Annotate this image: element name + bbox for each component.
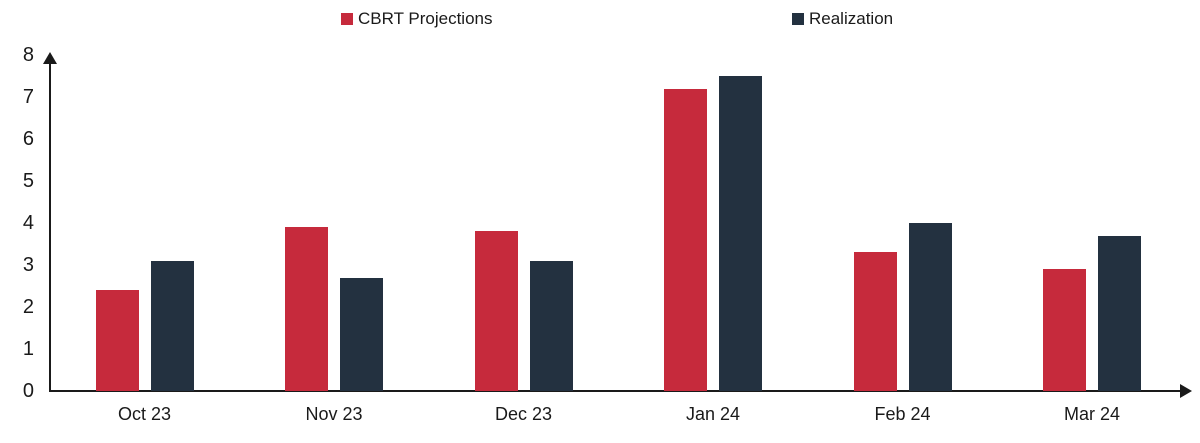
- x-axis-arrow-icon: [1180, 384, 1192, 398]
- bar-realization: [150, 261, 194, 391]
- y-tick-label: 0: [22, 380, 34, 402]
- y-tick-label: 4: [22, 212, 34, 234]
- bar-realization: [340, 278, 383, 391]
- bar-cbrt-projections: [95, 290, 139, 391]
- x-tick-label: Oct 23: [117, 404, 172, 424]
- bar-cbrt-projections: [474, 231, 518, 391]
- legend-label-cbrt-projections: CBRT Projections: [358, 9, 493, 28]
- legend-swatch-realization: [792, 13, 804, 25]
- y-axis-arrow-icon: [43, 52, 57, 64]
- bar-realization: [529, 261, 573, 391]
- y-tick-label: 8: [22, 44, 34, 66]
- x-tick-label: Nov 23: [305, 404, 363, 424]
- x-tick-label: Mar 24: [1063, 404, 1121, 424]
- bar-cbrt-projections: [853, 252, 897, 391]
- y-tick-label: 2: [22, 296, 34, 318]
- x-axis-line: [49, 390, 1184, 392]
- bar-realization: [908, 223, 952, 391]
- y-tick-label: 6: [22, 128, 34, 150]
- x-tick-label: Dec 23: [494, 404, 553, 424]
- legend-swatch-cbrt-projections: [341, 13, 353, 25]
- bar-cbrt-projections: [1043, 269, 1086, 391]
- legend-item-cbrt-projections: CBRT Projections: [341, 8, 492, 30]
- y-tick-label: 7: [22, 86, 34, 108]
- bar-cbrt-projections: [664, 89, 707, 391]
- legend-label-realization: Realization: [809, 9, 894, 28]
- y-axis-line: [49, 60, 51, 391]
- y-tick-label: 3: [22, 254, 34, 276]
- x-tick-label: Feb 24: [874, 404, 931, 424]
- legend-item-realization: Realization: [792, 8, 893, 30]
- y-tick-label: 5: [22, 170, 34, 192]
- y-tick-label: 1: [22, 338, 34, 360]
- bar-realization: [1098, 236, 1141, 391]
- bar-realization: [719, 76, 762, 391]
- x-tick-label: Jan 24: [685, 404, 741, 424]
- bar-cbrt-projections: [285, 227, 328, 391]
